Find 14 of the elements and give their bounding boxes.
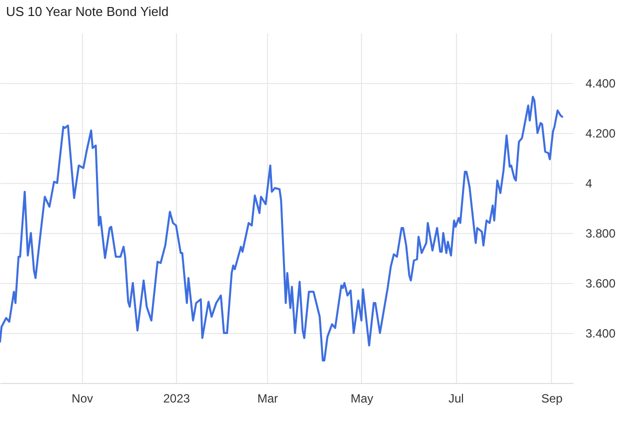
x-tick-label: Sep xyxy=(541,392,563,406)
y-tick-label: 3.600 xyxy=(586,276,616,290)
y-tick-label: 4 xyxy=(586,176,592,190)
x-tick-label: May xyxy=(350,392,374,406)
x-tick-label: Mar xyxy=(257,392,278,406)
y-tick-label: 4.200 xyxy=(586,126,616,140)
y-tick-label: 4.400 xyxy=(586,76,616,90)
line-series xyxy=(0,96,564,362)
y-tick-label: 3.400 xyxy=(586,326,616,340)
chart-title: US 10 Year Note Bond Yield xyxy=(6,4,169,19)
x-tick-label: 2023 xyxy=(163,392,190,406)
x-tick-label: Nov xyxy=(72,392,94,406)
y-tick-label: 3.800 xyxy=(586,226,616,240)
x-tick-label: Jul xyxy=(448,392,464,406)
